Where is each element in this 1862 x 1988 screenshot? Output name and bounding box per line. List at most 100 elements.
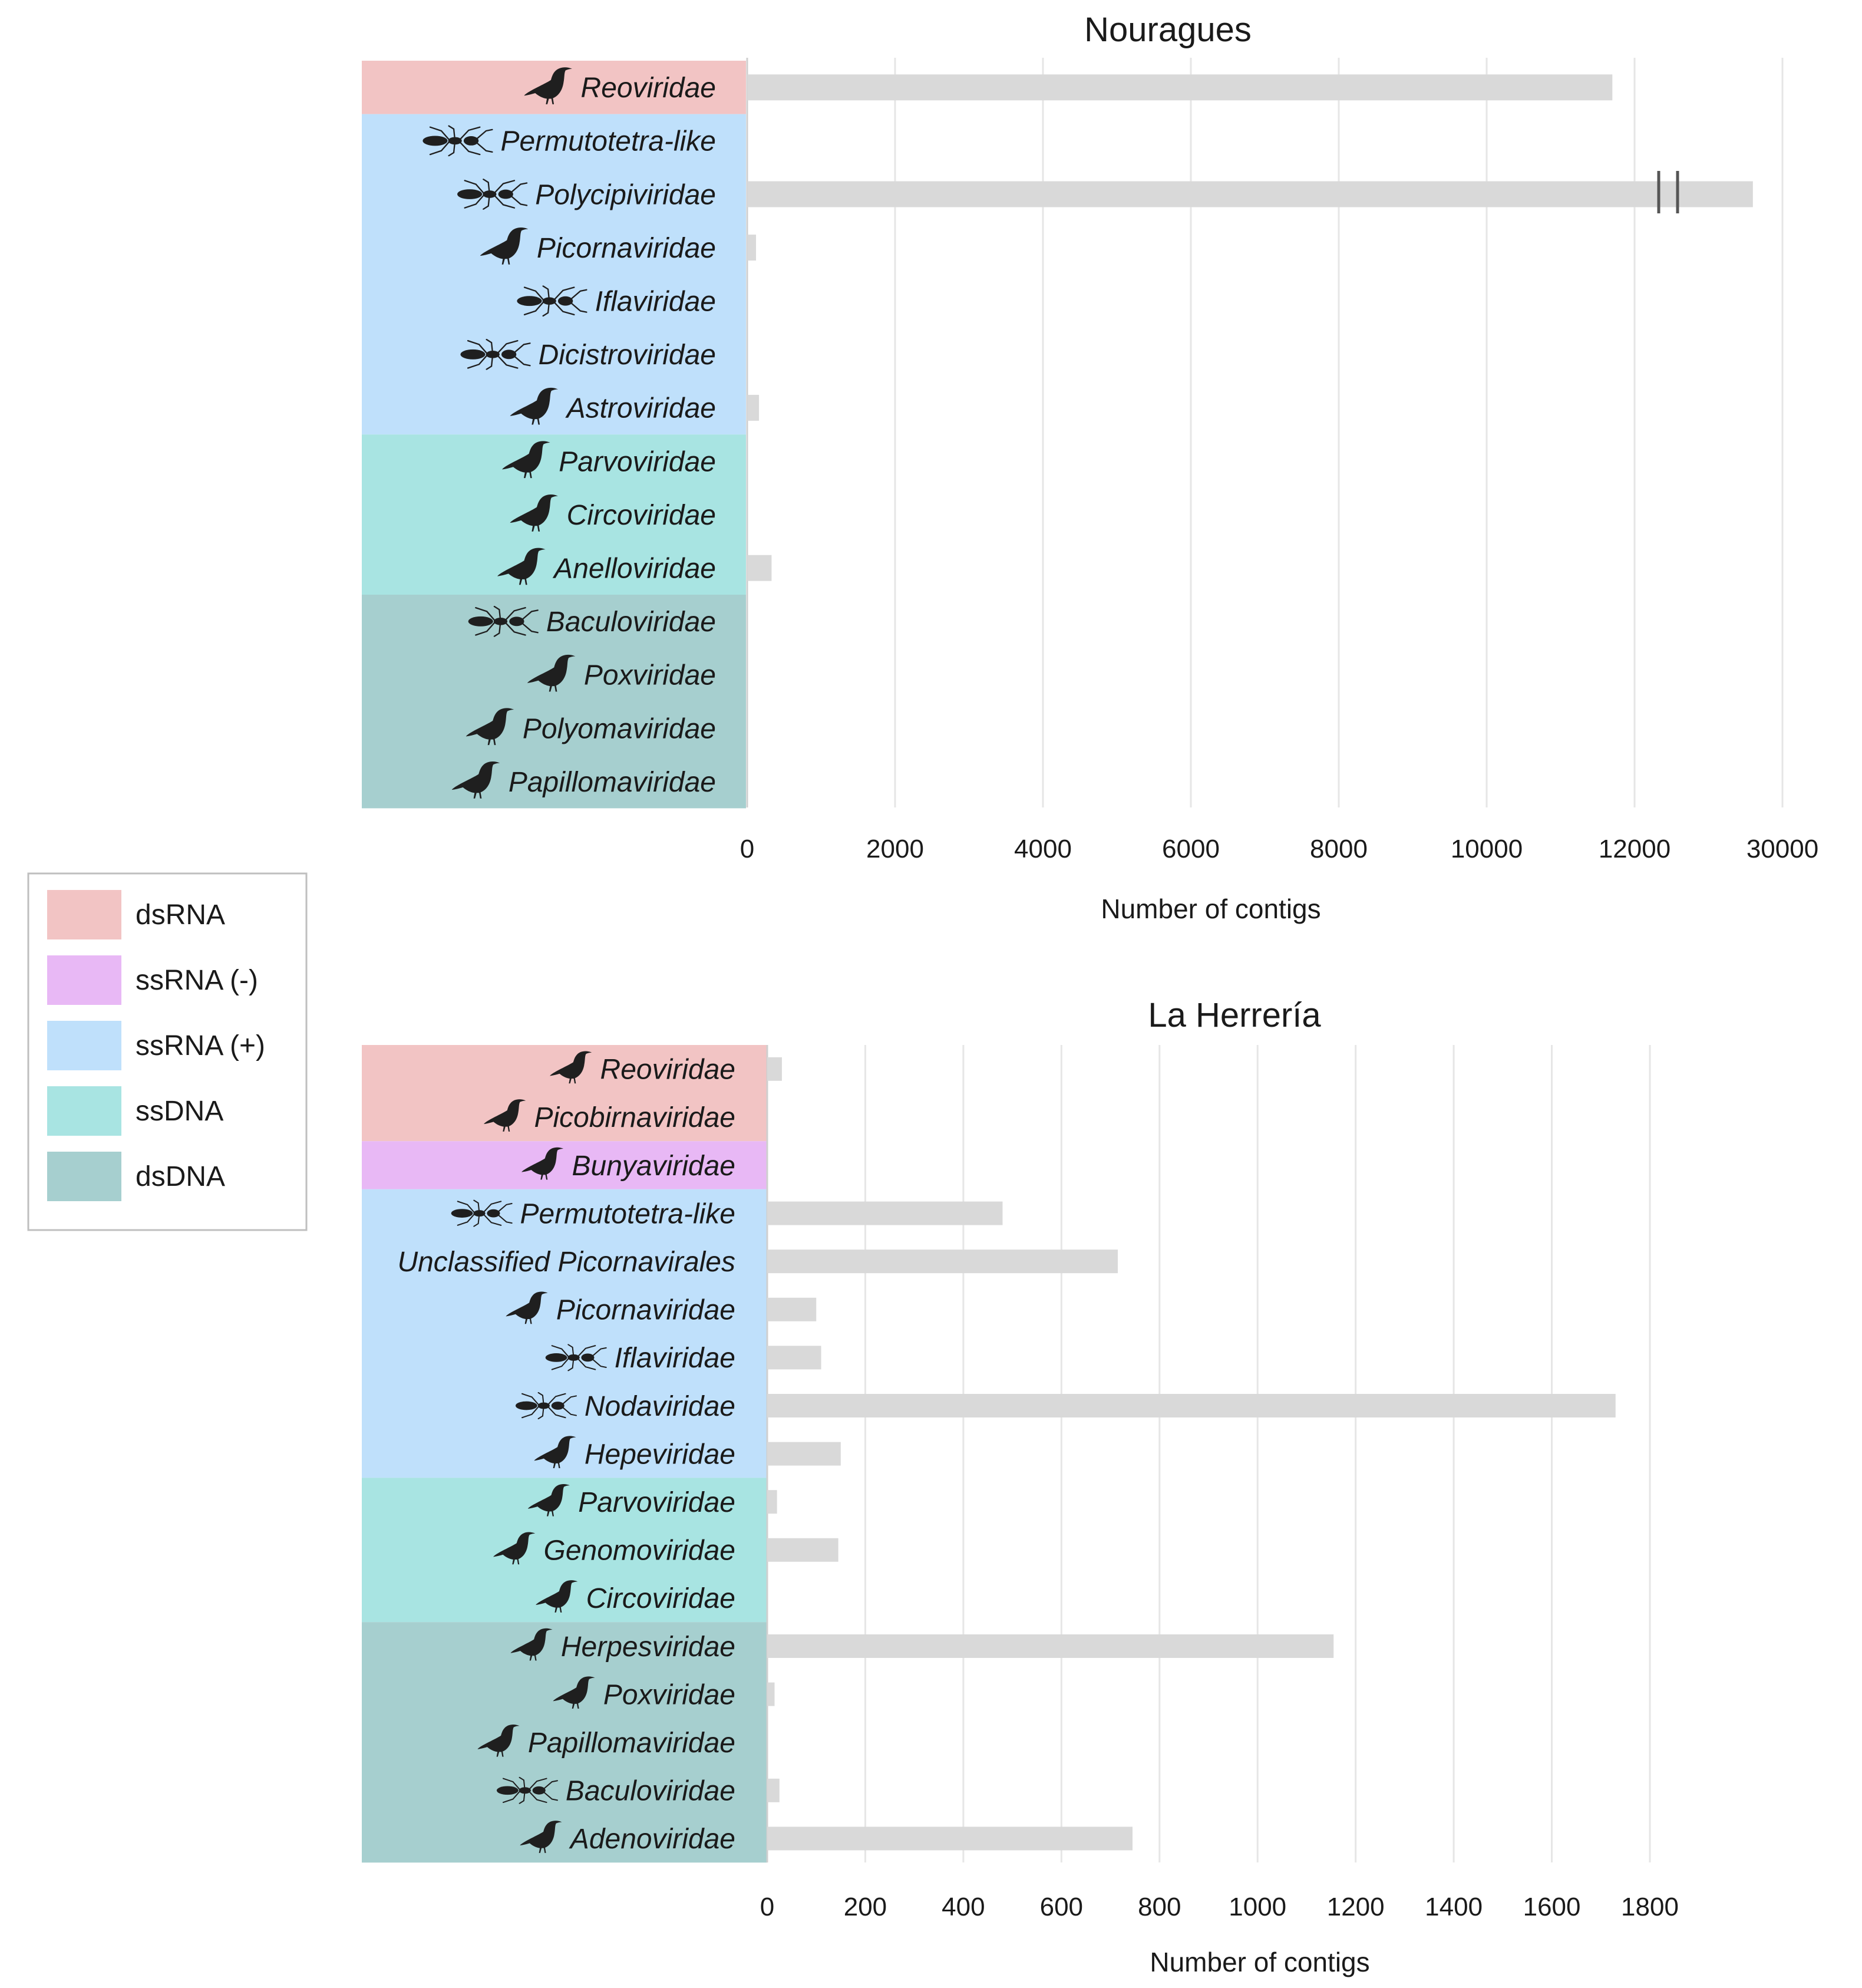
group-band-dsRNA (362, 1045, 767, 1142)
x-tick-label: 1200 (1327, 1893, 1385, 1921)
x-tick-label: 1000 (1229, 1893, 1286, 1921)
nouragues-axis-break (1657, 171, 1679, 213)
x-tick-label: 800 (1138, 1893, 1181, 1921)
la-herreria-bars (767, 1057, 1616, 1851)
bar (767, 1057, 782, 1081)
bar (747, 74, 1613, 101)
x-tick-label: 6000 (1162, 835, 1220, 863)
category-label: Papillomaviridae (509, 767, 716, 798)
category-label: Permutotetra-like (501, 126, 716, 157)
bar (747, 394, 760, 421)
category-label: Reoviridae (600, 1054, 735, 1086)
la-herreria-group-bands (362, 1045, 767, 1863)
legend-swatch (47, 1086, 121, 1136)
category-label: Hepeviridae (585, 1439, 735, 1470)
x-tick-label: 600 (1040, 1893, 1083, 1921)
category-label: Baculoviridae (566, 1776, 735, 1807)
category-label: Circoviridae (586, 1583, 735, 1614)
la-herreria-title: La Herrería (1148, 996, 1321, 1034)
legend-swatch (47, 1152, 121, 1201)
x-tick-label: 1800 (1621, 1893, 1679, 1921)
la-herreria-category-labels: Reoviridae Picobirnaviridae Bunyaviridae Pe… (397, 1054, 735, 1855)
category-label: Poxviridae (603, 1679, 735, 1710)
category-label: Astroviridae (565, 393, 716, 424)
bar (767, 1442, 841, 1466)
x-tick-label: 30000 (1747, 835, 1818, 863)
nouragues-x-ticks: 0 2000 4000 6000 8000 10000 12000 30000 (740, 835, 1818, 863)
legend-label: ssRNA (-) (136, 965, 258, 996)
la-herreria-x-axis-label: Number of contigs (1150, 1947, 1369, 1977)
category-label: Papillomaviridae (528, 1727, 735, 1759)
category-label: Adenoviridae (569, 1824, 735, 1855)
nouragues-panel: Nouragues Reoviridae Permutotetra-like Pol… (362, 11, 1818, 924)
la-herreria-x-ticks: 0 200 400 600 800 1000 1200 1400 1600 1800 (760, 1893, 1679, 1921)
legend-swatch (47, 890, 121, 939)
category-label: Genomoviridae (544, 1535, 736, 1567)
la-herreria-panel: La Herrería Reoviridae Picobirnaviridae Bu… (362, 996, 1679, 1977)
nouragues-x-axis-label: Number of contigs (1101, 894, 1320, 924)
legend-swatch (47, 1021, 121, 1070)
legend: dsRNA ssRNA (-) ssRNA (+) ssDNA dsDNA (27, 872, 308, 1231)
la-herreria-gridlines (766, 1045, 1651, 1862)
category-label: Picornaviridae (537, 233, 716, 264)
group-band-dsDNA (362, 1622, 767, 1863)
category-label: Iflaviridae (615, 1343, 735, 1374)
category-label: Parvoviridae (578, 1487, 735, 1518)
legend-label: dsDNA (136, 1161, 225, 1192)
x-tick-label: 12000 (1599, 835, 1670, 863)
x-tick-label: 200 (844, 1893, 887, 1921)
legend-label: ssDNA (136, 1096, 223, 1127)
category-label: Parvoviridae (559, 446, 716, 477)
x-tick-label: 0 (760, 1893, 774, 1921)
category-label: Permutotetra-like (520, 1198, 735, 1229)
category-label: Picobirnaviridae (534, 1102, 735, 1133)
group-band-dsDNA (362, 595, 746, 809)
bar (767, 1827, 1133, 1851)
category-label: Herpesviridae (561, 1631, 735, 1663)
bar (767, 1778, 780, 1802)
x-tick-label: 0 (740, 835, 754, 863)
group-band-ssRNApos (362, 114, 746, 435)
legend-label: dsRNA (136, 899, 225, 931)
category-label: Anelloviridae (552, 553, 716, 585)
bar (767, 1249, 1118, 1274)
nouragues-group-bands (362, 61, 746, 809)
group-band-ssRNApos (362, 1189, 767, 1478)
category-label: Unclassified Picornavirales (397, 1247, 735, 1278)
category-label: Dicistroviridae (539, 339, 716, 371)
bar (747, 555, 772, 581)
category-label: Iflaviridae (595, 286, 716, 318)
bar (767, 1297, 817, 1321)
group-band-ssRNAneg (362, 1141, 767, 1189)
legend-label: ssRNA (+) (136, 1030, 265, 1061)
nouragues-bars (747, 74, 1753, 581)
nouragues-gridlines (746, 58, 1784, 807)
group-band-ssDNA (362, 434, 746, 595)
category-label: Poxviridae (584, 660, 716, 691)
category-label: Baculoviridae (546, 606, 716, 638)
bar (767, 1538, 838, 1562)
bar (767, 1634, 1334, 1658)
x-tick-label: 1400 (1425, 1893, 1483, 1921)
category-label: Reoviridae (581, 72, 716, 104)
legend-swatch (47, 955, 121, 1005)
x-tick-label: 10000 (1451, 835, 1523, 863)
x-tick-label: 400 (942, 1893, 985, 1921)
category-label: Polyomaviridae (523, 713, 716, 744)
x-tick-label: 4000 (1014, 835, 1072, 863)
nouragues-category-labels: Reoviridae Permutotetra-like Polycipivirid… (501, 72, 716, 798)
category-label: Polycipiviridae (535, 179, 716, 210)
bar (767, 1346, 821, 1370)
bar (767, 1490, 777, 1514)
bar (767, 1682, 775, 1706)
nouragues-title: Nouragues (1084, 11, 1252, 49)
bar (747, 235, 757, 261)
category-label: Nodaviridae (585, 1391, 735, 1422)
x-tick-label: 1600 (1523, 1893, 1581, 1921)
category-label: Picornaviridae (556, 1295, 735, 1326)
bar (767, 1394, 1616, 1417)
category-label: Bunyaviridae (572, 1150, 736, 1182)
x-tick-label: 8000 (1310, 835, 1368, 863)
bar (747, 181, 1753, 207)
